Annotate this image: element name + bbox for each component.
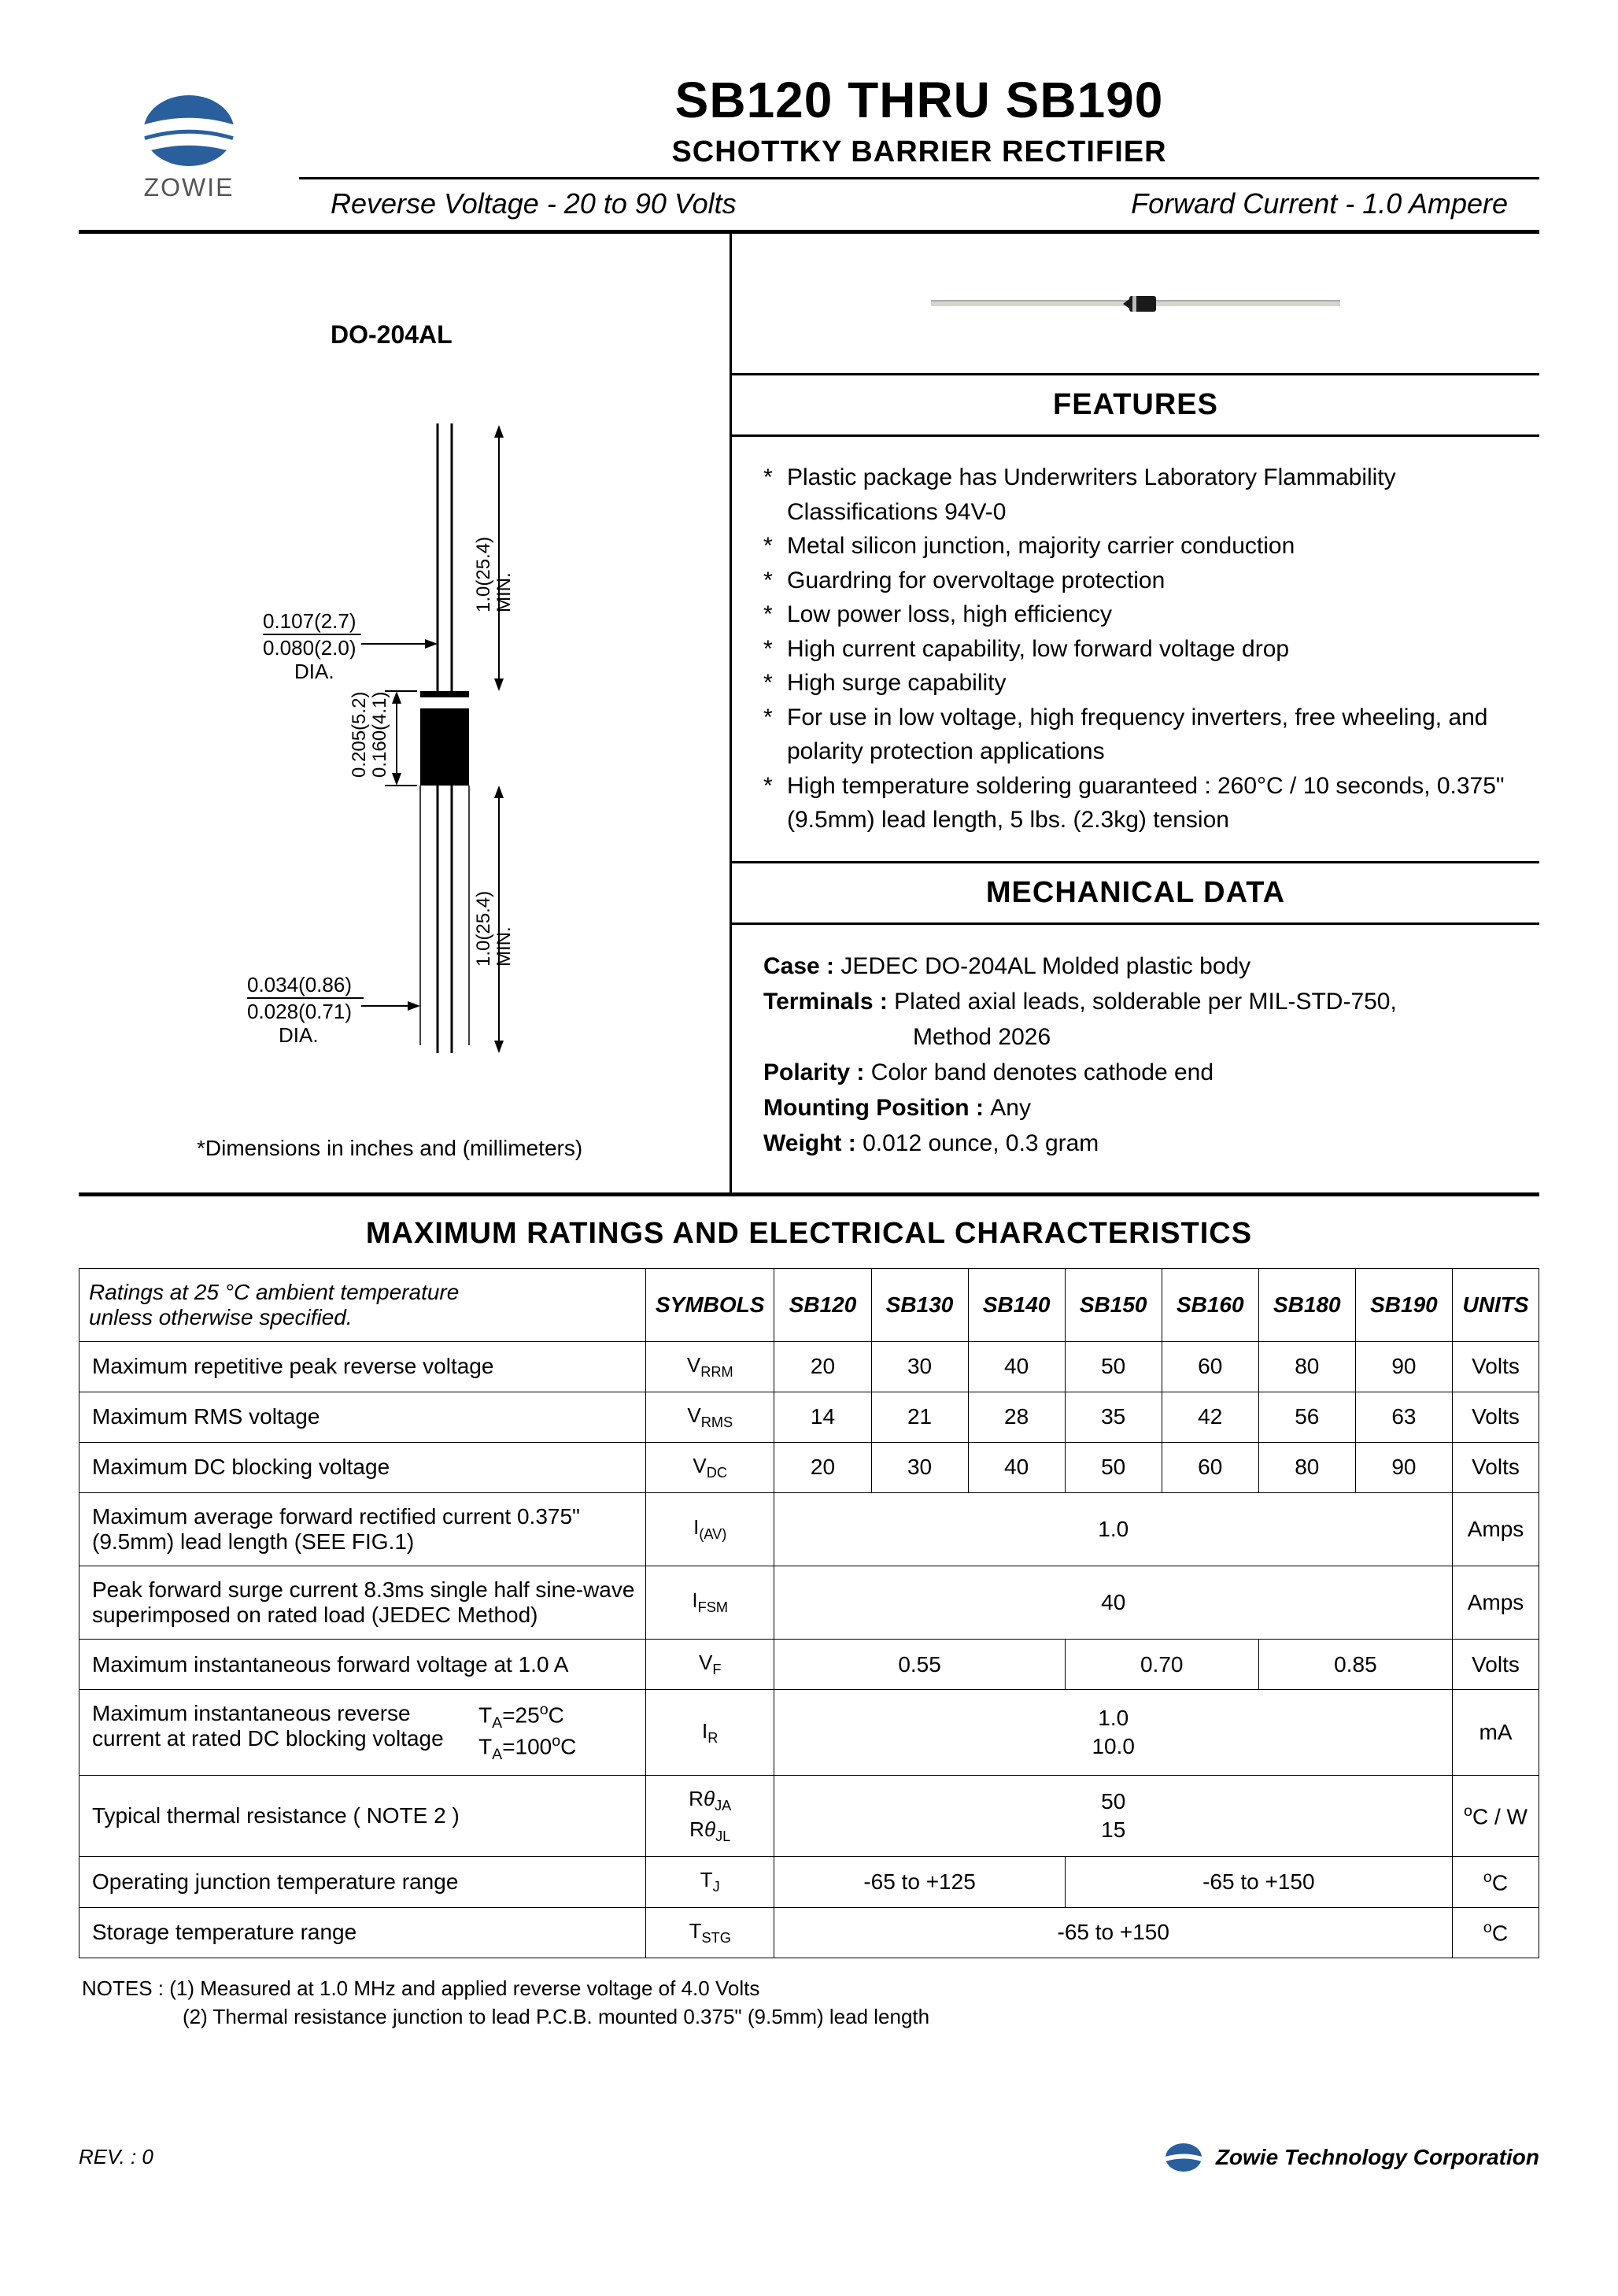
svg-text:0.080(2.0): 0.080(2.0) xyxy=(263,636,356,660)
table-header-row: Ratings at 25 °C ambient temperature unl… xyxy=(79,1268,1539,1341)
svg-text:DIA.: DIA. xyxy=(279,1023,319,1047)
features-heading: FEATURES xyxy=(732,375,1539,437)
info-column: FEATURES *Plastic package has Underwrite… xyxy=(732,234,1539,1192)
mech-polarity-label: Polarity : xyxy=(763,1059,871,1085)
feature-item: *High surge capability xyxy=(763,666,1516,701)
footer: REV. : 0 Zowie Technology Corporation xyxy=(79,2032,1539,2173)
svg-text:0.160(4.1): 0.160(4.1) xyxy=(369,692,390,778)
row-ifsm: Peak forward surge current 8.3ms single … xyxy=(79,1566,1539,1640)
feature-item: *For use in low voltage, high frequency … xyxy=(763,701,1516,769)
sym-vrrm: VRRM xyxy=(646,1341,774,1392)
sym-ir: IR xyxy=(646,1690,774,1776)
col-sb190: SB190 xyxy=(1355,1268,1452,1341)
spec-line: Reverse Voltage - 20 to 90 Volts Forward… xyxy=(299,177,1539,230)
corporation-name: Zowie Technology Corporation xyxy=(1216,2145,1539,2170)
svg-text:MIN.: MIN. xyxy=(493,573,515,613)
page-subtitle: SCHOTTKY BARRIER RECTIFIER xyxy=(299,135,1539,169)
logo-block: ZOWIE xyxy=(79,63,299,230)
note-2: (2) Thermal resistance junction to lead … xyxy=(82,2002,1539,2031)
col-sb150: SB150 xyxy=(1065,1268,1162,1341)
row-rth: Typical thermal resistance ( NOTE 2 ) Rθ… xyxy=(79,1776,1539,1857)
ratings-condition-2: unless otherwise specified. xyxy=(89,1305,353,1329)
mech-mounting-label: Mounting Position : xyxy=(763,1095,990,1121)
row-vrrm: Maximum repetitive peak reverse voltage … xyxy=(79,1341,1539,1392)
logo-text: ZOWIE xyxy=(144,173,235,202)
zowie-logo-icon xyxy=(138,91,240,170)
ratings-condition-1: Ratings at 25 °C ambient temperature xyxy=(89,1280,459,1304)
mechanical-heading: MECHANICAL DATA xyxy=(732,861,1539,925)
mechanical-data: Case : JEDEC DO-204AL Molded plastic bod… xyxy=(732,925,1539,1192)
svg-text:0.034(0.86): 0.034(0.86) xyxy=(247,973,352,996)
ratings-table: Ratings at 25 °C ambient temperature unl… xyxy=(79,1268,1539,1958)
row-ir: Maximum instantaneous reverse current at… xyxy=(79,1690,1539,1776)
mech-case-value: JEDEC DO-204AL Molded plastic body xyxy=(840,953,1250,979)
sym-tstg: TSTG xyxy=(646,1907,774,1958)
package-label: DO-204AL xyxy=(79,234,730,349)
col-symbols: SYMBOLS xyxy=(646,1268,774,1341)
sym-vdc: VDC xyxy=(646,1442,774,1492)
ratings-heading: MAXIMUM RATINGS AND ELECTRICAL CHARACTER… xyxy=(79,1196,1539,1268)
ir-cond-100c: TA=100oC xyxy=(478,1732,636,1764)
row-tj: Operating junction temperature range TJ … xyxy=(79,1857,1539,1907)
feature-item: *High current capability, low forward vo… xyxy=(763,632,1516,667)
sym-iav: I(AV) xyxy=(646,1493,774,1566)
feature-item: *Plastic package has Underwriters Labora… xyxy=(763,460,1516,529)
svg-text:DIA.: DIA. xyxy=(294,660,334,683)
mech-mounting-value: Any xyxy=(990,1095,1031,1121)
sym-vf: VF xyxy=(646,1640,774,1690)
corporation-block: Zowie Technology Corporation xyxy=(1164,2142,1539,2173)
feature-item: *Low power loss, high efficiency xyxy=(763,597,1516,632)
mech-polarity-value: Color band denotes cathode end xyxy=(871,1059,1214,1085)
ir-cond-25c: TA=25oC xyxy=(478,1701,636,1732)
mech-terminals-value2: Method 2026 xyxy=(763,1019,1516,1055)
svg-text:1.0(25.4): 1.0(25.4) xyxy=(473,891,494,967)
col-sb120: SB120 xyxy=(774,1268,871,1341)
mech-weight-label: Weight : xyxy=(763,1130,863,1156)
notes-block: NOTES : (1) Measured at 1.0 MHz and appl… xyxy=(79,1958,1539,2032)
col-units: UNITS xyxy=(1453,1268,1539,1341)
spec-forward-current: Forward Current - 1.0 Ampere xyxy=(919,187,1508,220)
title-block: SB120 THRU SB190 SCHOTTKY BARRIER RECTIF… xyxy=(299,63,1539,230)
features-list: *Plastic package has Underwriters Labora… xyxy=(732,437,1539,861)
spec-reverse-voltage: Reverse Voltage - 20 to 90 Volts xyxy=(331,187,919,220)
mech-case-label: Case : xyxy=(763,953,840,979)
sym-tj: TJ xyxy=(646,1857,774,1907)
row-iav: Maximum average forward rectified curren… xyxy=(79,1493,1539,1566)
svg-text:0.205(5.2): 0.205(5.2) xyxy=(349,692,370,778)
svg-text:1.0(25.4): 1.0(25.4) xyxy=(473,537,494,612)
package-diagram: 1.0(25.4) MIN. 1.0(25.4) MIN. 0.107(2.7)… xyxy=(79,349,730,1112)
mid-section: DO-204AL 1.0(25.4) MIN. xyxy=(79,234,1539,1196)
feature-item: *Metal silicon junction, majority carrie… xyxy=(763,529,1516,564)
svg-text:MIN.: MIN. xyxy=(493,927,515,967)
feature-item: *Guardring for overvoltage protection xyxy=(763,564,1516,598)
sym-vrms: VRMS xyxy=(646,1392,774,1442)
sym-ifsm: IFSM xyxy=(646,1566,774,1640)
package-column: DO-204AL 1.0(25.4) MIN. xyxy=(79,234,732,1192)
unit-tj: oC xyxy=(1453,1857,1539,1907)
col-sb140: SB140 xyxy=(968,1268,1065,1341)
zowie-footer-logo-icon xyxy=(1164,2142,1203,2173)
row-vf: Maximum instantaneous forward voltage at… xyxy=(79,1640,1539,1690)
col-sb180: SB180 xyxy=(1258,1268,1355,1341)
revision-label: REV. : 0 xyxy=(79,2145,153,2169)
unit-rth: oC / W xyxy=(1453,1776,1539,1857)
row-tstg: Storage temperature range TSTG -65 to +1… xyxy=(79,1907,1539,1958)
mech-terminals-value: Plated axial leads, solderable per MIL-S… xyxy=(894,989,1397,1015)
page-title: SB120 THRU SB190 xyxy=(299,71,1539,129)
mech-terminals-label: Terminals : xyxy=(763,989,894,1015)
note-1: NOTES : (1) Measured at 1.0 MHz and appl… xyxy=(82,1974,1539,2002)
feature-item: *High temperature soldering guaranteed :… xyxy=(763,769,1516,837)
unit-tstg: oC xyxy=(1453,1907,1539,1958)
row-vrms: Maximum RMS voltage VRMS 14 21 28 35 42 … xyxy=(79,1392,1539,1442)
col-sb160: SB160 xyxy=(1162,1268,1258,1341)
col-sb130: SB130 xyxy=(871,1268,968,1341)
svg-text:0.107(2.7): 0.107(2.7) xyxy=(263,609,356,633)
sym-rth: RθJA RθJL xyxy=(646,1776,774,1857)
row-vdc: Maximum DC blocking voltage VDC 20 30 40… xyxy=(79,1442,1539,1492)
dimension-note: *Dimensions in inches and (millimeters) xyxy=(79,1112,730,1192)
header: ZOWIE SB120 THRU SB190 SCHOTTKY BARRIER … xyxy=(79,63,1539,234)
mech-weight-value: 0.012 ounce, 0.3 gram xyxy=(863,1130,1099,1156)
component-photo xyxy=(732,234,1539,375)
svg-text:0.028(0.71): 0.028(0.71) xyxy=(247,1000,352,1023)
